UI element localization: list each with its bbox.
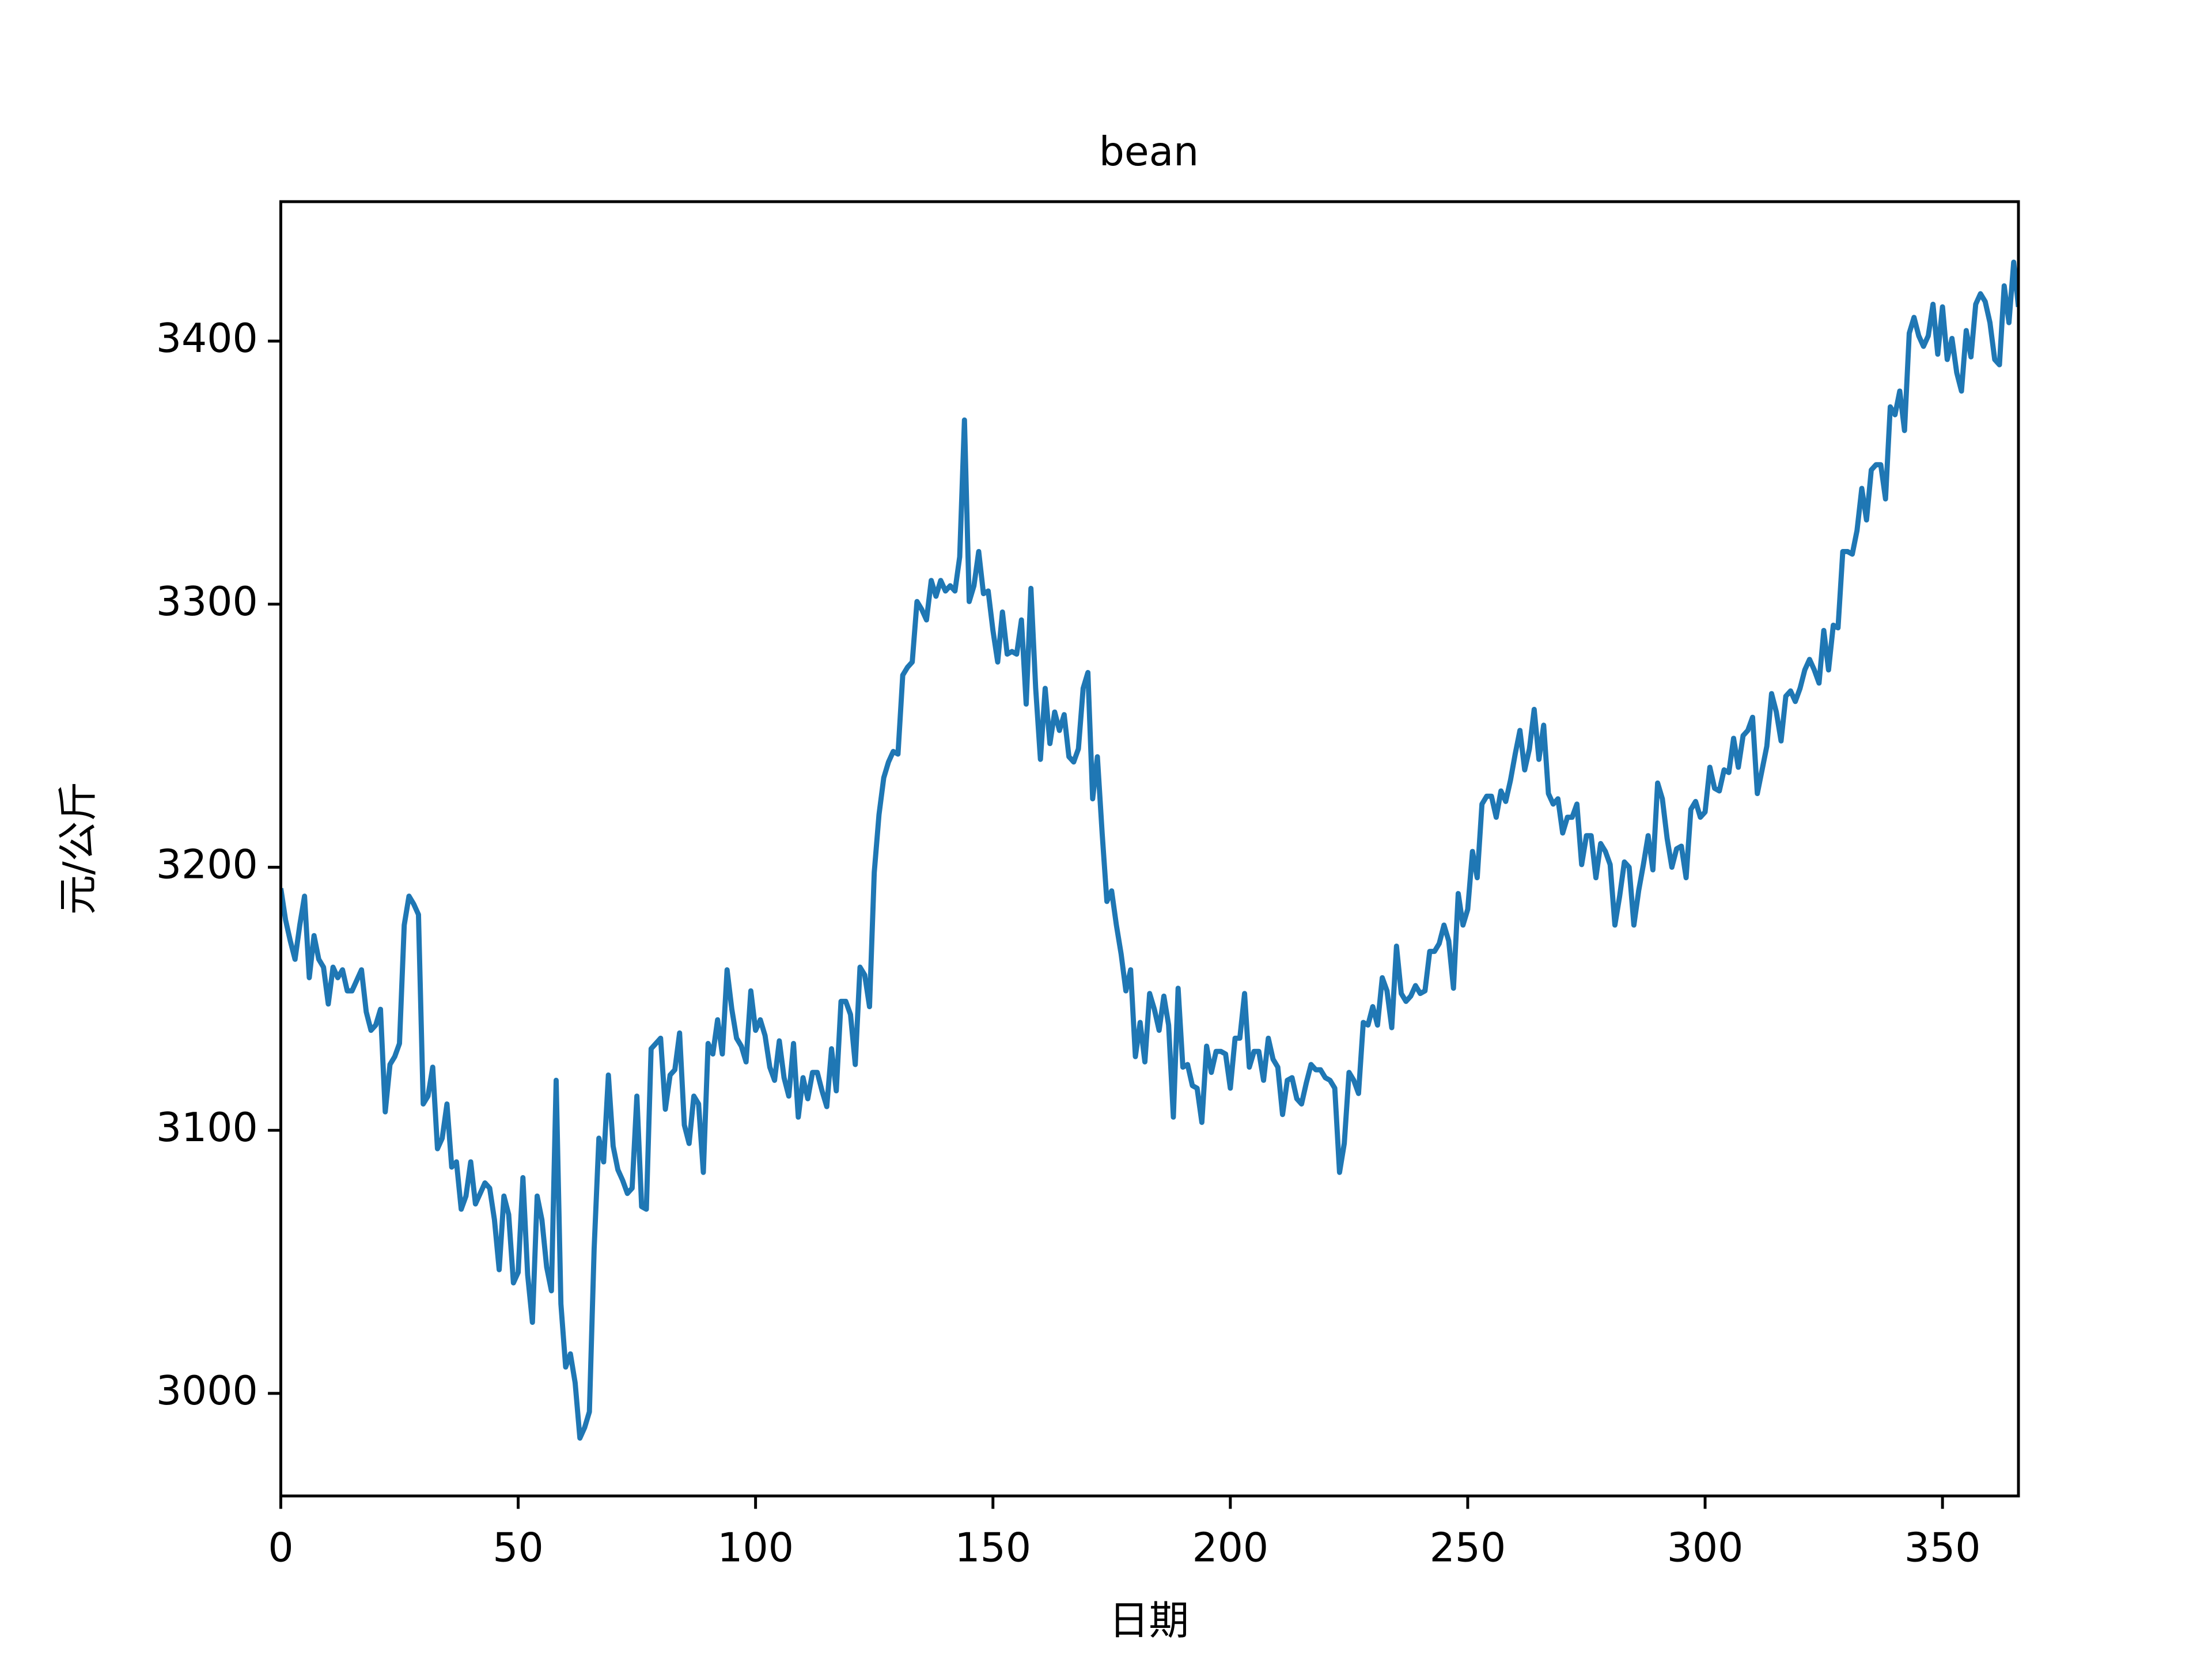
y-tick-label: 3000: [156, 1368, 258, 1414]
x-tick-label: 100: [717, 1524, 794, 1571]
x-axis-label: 日期: [1109, 1597, 1189, 1644]
y-tick-label: 3100: [156, 1104, 258, 1151]
chart-title: bean: [1099, 128, 1199, 175]
x-tick-label: 300: [1667, 1524, 1744, 1571]
x-tick-label: 200: [1192, 1524, 1269, 1571]
x-tick-label: 250: [1430, 1524, 1506, 1571]
data-line: [281, 259, 2019, 1441]
y-tick-label: 3200: [156, 842, 258, 888]
y-axis-label: 元/公斤: [55, 781, 101, 915]
x-tick-label: 0: [268, 1524, 293, 1571]
y-tick-label: 3400: [156, 315, 258, 362]
x-tick-label: 50: [493, 1524, 543, 1571]
plot-frame: [279, 200, 2020, 1498]
x-tick-label: 350: [1904, 1524, 1981, 1571]
x-tick-label: 150: [955, 1524, 1031, 1571]
y-tick-label: 3300: [156, 578, 258, 625]
